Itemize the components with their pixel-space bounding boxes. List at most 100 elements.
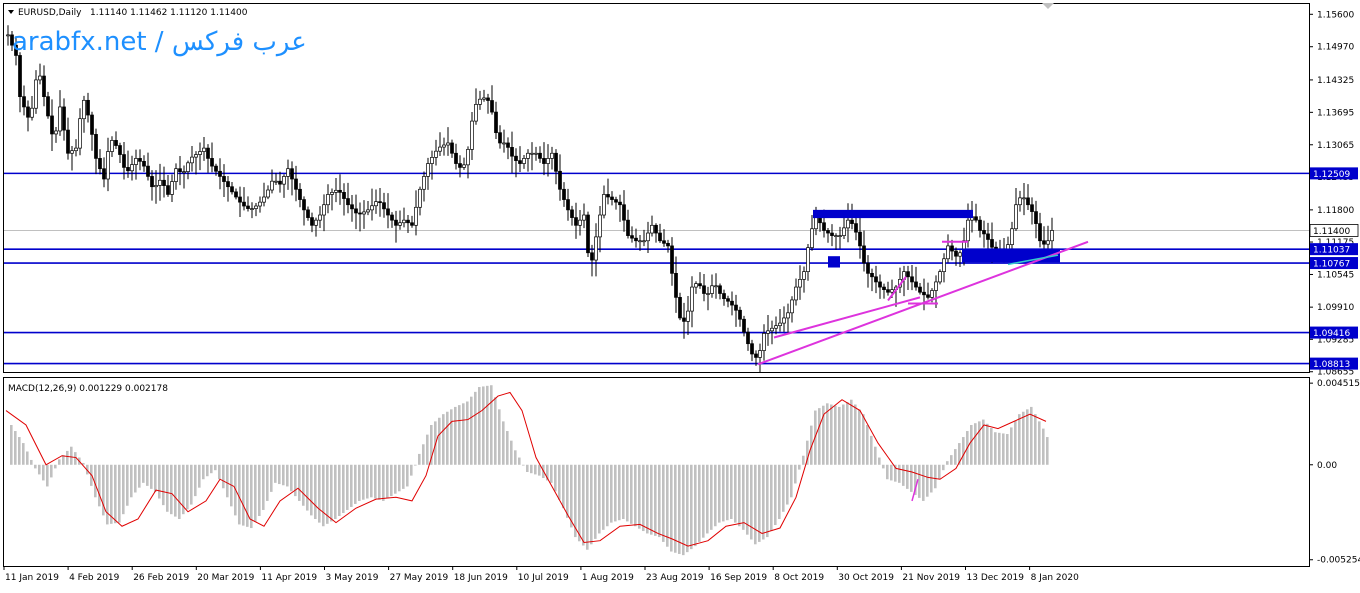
candle-body: [490, 100, 494, 113]
candle-body: [166, 185, 170, 195]
level-price-tag: [1310, 243, 1358, 256]
candle-body: [486, 97, 490, 101]
candle-body: [82, 99, 86, 120]
candle-body: [890, 289, 894, 293]
macd-histogram-bar: [850, 399, 853, 465]
macd-histogram-bar: [270, 464, 273, 492]
candle-body: [54, 130, 58, 135]
macd-histogram-bar: [630, 464, 633, 524]
candle-body: [878, 281, 882, 288]
candle-body: [834, 235, 838, 237]
macd-histogram-bar: [146, 464, 149, 486]
candle-body: [666, 242, 670, 247]
candle-body: [882, 286, 886, 291]
macd-histogram-bar: [766, 464, 769, 538]
candle-body: [382, 202, 386, 210]
macd-histogram-bar: [170, 464, 173, 515]
price-tick-label: 1.14325: [1317, 76, 1354, 86]
candle-body: [270, 180, 274, 191]
candle-body: [522, 158, 526, 164]
candle-body: [346, 198, 350, 206]
macd-histogram-bar: [106, 464, 109, 525]
candle-body: [638, 240, 642, 243]
macd-histogram-bar: [738, 464, 741, 527]
candle-body: [458, 163, 462, 168]
candle-body: [182, 171, 186, 173]
macd-histogram-bar: [194, 464, 197, 497]
candle-body: [646, 232, 650, 242]
date-tick-label: 4 Feb 2019: [69, 573, 120, 583]
macd-histogram-bar: [22, 443, 25, 465]
macd-histogram-bar: [842, 404, 845, 465]
macd-histogram-bar: [770, 464, 773, 532]
date-tick-label: 8 Jan 2020: [1031, 573, 1079, 583]
candle-body: [910, 276, 914, 283]
candle-body: [234, 191, 238, 198]
candle-body: [742, 318, 746, 333]
macd-histogram-bar: [458, 405, 461, 465]
macd-histogram-bar: [342, 464, 345, 513]
macd-histogram-bar: [618, 464, 621, 521]
macd-histogram-bar: [198, 464, 201, 488]
candle-body: [906, 271, 910, 278]
macd-histogram-bar: [982, 419, 985, 465]
date-tick-label: 10 Jul 2019: [518, 573, 569, 583]
resistance-zone: [813, 209, 973, 219]
candle-body: [854, 223, 858, 233]
candle-body: [922, 291, 926, 296]
candle-body: [378, 201, 382, 204]
macd-histogram-bar: [398, 464, 401, 492]
candle-body: [430, 157, 434, 164]
macd-histogram-bar: [82, 462, 85, 465]
candle-body: [422, 176, 426, 190]
candle-body: [290, 168, 294, 180]
macd-histogram-bar: [306, 464, 309, 511]
candle-body: [362, 211, 366, 215]
candle-body: [206, 147, 210, 159]
candle-body: [690, 286, 694, 312]
macd-histogram-bar: [930, 464, 933, 493]
macd-annotation-line: [911, 479, 919, 502]
candle-body: [534, 152, 538, 155]
macd-histogram-bar: [470, 396, 473, 465]
macd-histogram-bar: [178, 464, 181, 519]
macd-histogram-bar: [846, 402, 849, 465]
macd-histogram-bar: [550, 464, 553, 483]
candle-body: [266, 189, 270, 198]
candle-body: [302, 199, 306, 211]
candle-body: [846, 219, 850, 229]
date-tick-label: 11 Jan 2019: [5, 573, 59, 583]
macd-histogram-bar: [886, 464, 889, 480]
candle-body: [990, 239, 994, 248]
candle-body: [402, 219, 406, 224]
macd-histogram-bar: [314, 464, 317, 519]
macd-histogram-bar: [494, 397, 497, 465]
macd-histogram-bar: [1018, 414, 1021, 465]
candle-body: [514, 155, 518, 161]
candle-body: [510, 147, 514, 157]
dropdown-arrow-icon[interactable]: [8, 10, 14, 14]
macd-histogram-bar: [130, 464, 133, 498]
macd-histogram-bar: [218, 464, 221, 480]
candle-body: [114, 140, 118, 146]
current-price-label: 1.11400: [1313, 227, 1350, 237]
candle-body: [494, 111, 498, 134]
macd-histogram-bar: [298, 464, 301, 501]
candle-body: [682, 317, 686, 322]
macd-histogram-bar: [134, 464, 137, 493]
macd-histogram-bar: [98, 464, 101, 507]
candle-body: [214, 165, 218, 172]
macd-histogram-bar: [706, 464, 709, 534]
macd-histogram-bar: [926, 464, 929, 497]
candle-body: [238, 196, 242, 203]
candle-body: [702, 285, 706, 294]
date-tick-label: 3 May 2019: [326, 573, 379, 583]
date-tick-label: 11 Apr 2019: [261, 573, 317, 583]
macd-histogram-bar: [742, 464, 745, 530]
candle-body: [194, 154, 198, 158]
candle-body: [10, 34, 14, 46]
macd-histogram-bar: [142, 464, 145, 483]
candle-body: [426, 163, 430, 177]
candle-body: [374, 201, 378, 207]
macd-histogram-bar: [202, 464, 205, 480]
